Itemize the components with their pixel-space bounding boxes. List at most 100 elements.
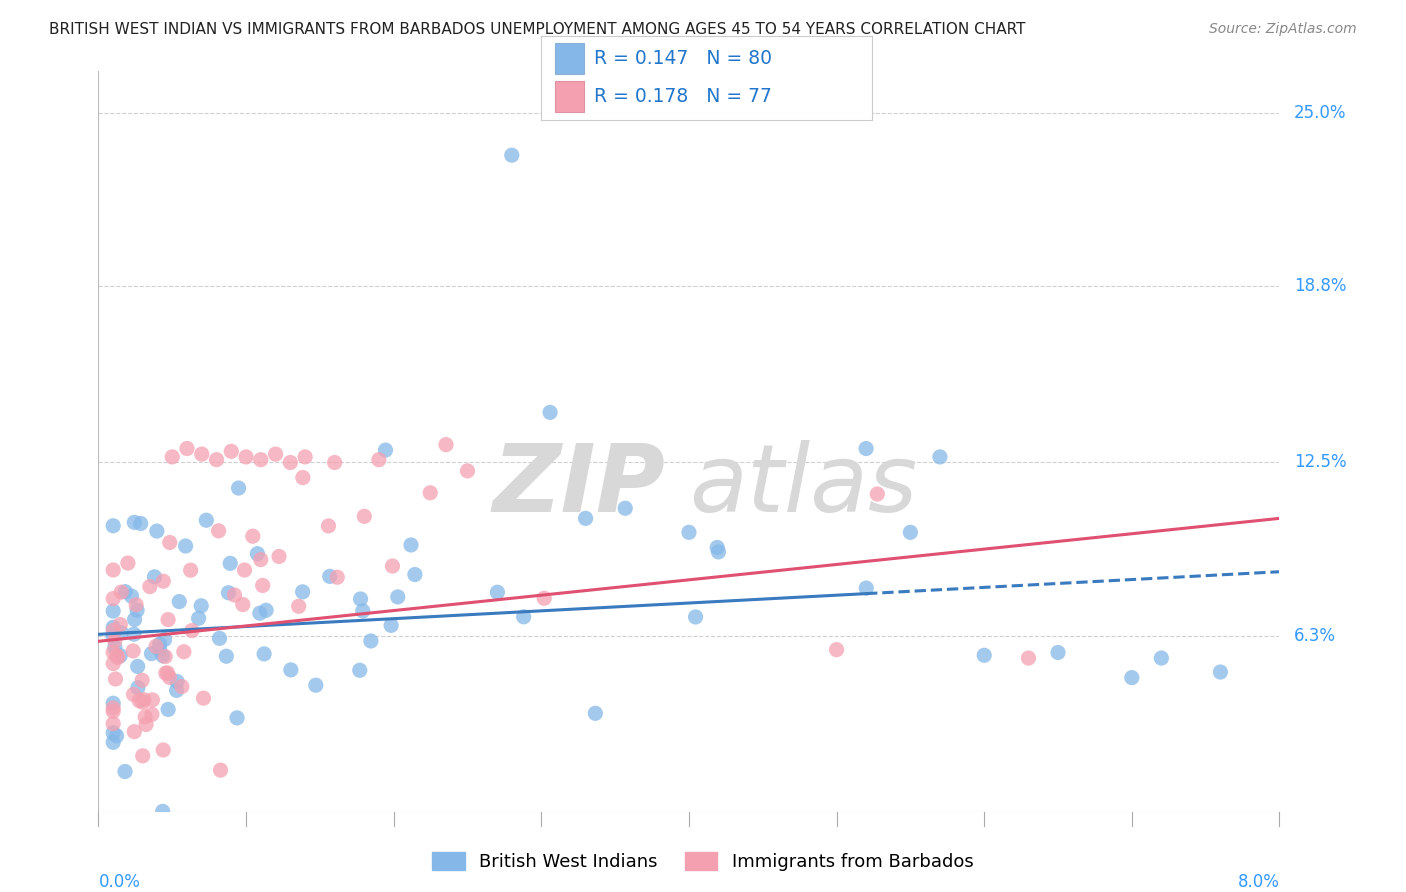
Point — [217, 585, 239, 599]
Point — [124, 724, 146, 739]
Text: Source: ZipAtlas.com: Source: ZipAtlas.com — [1209, 22, 1357, 37]
Point — [131, 673, 153, 688]
Point — [122, 644, 145, 658]
Point — [207, 524, 229, 538]
Point — [114, 584, 136, 599]
Point — [141, 693, 163, 707]
Point — [157, 702, 180, 716]
Point — [291, 584, 314, 599]
Point — [110, 585, 132, 599]
Point — [170, 680, 193, 694]
Point — [512, 609, 534, 624]
Point — [368, 452, 391, 467]
Point — [124, 516, 146, 530]
Point — [538, 405, 561, 419]
Text: 8.0%: 8.0% — [1237, 873, 1279, 891]
Point — [486, 585, 509, 599]
Point — [280, 455, 302, 469]
Point — [855, 581, 877, 595]
Point — [360, 634, 382, 648]
Point — [900, 525, 922, 540]
Point — [706, 541, 728, 555]
Point — [264, 447, 287, 461]
Point — [125, 598, 148, 612]
Point — [152, 743, 174, 757]
Point — [249, 552, 271, 566]
Point — [253, 647, 276, 661]
Point — [209, 763, 232, 777]
Point — [614, 501, 637, 516]
Point — [173, 645, 195, 659]
Text: 18.8%: 18.8% — [1295, 277, 1347, 295]
Bar — [554, 44, 585, 74]
Point — [228, 481, 250, 495]
Point — [501, 148, 523, 162]
Point — [152, 574, 174, 589]
Point — [326, 570, 349, 584]
Point — [280, 663, 302, 677]
Point — [159, 535, 181, 549]
Point — [250, 452, 273, 467]
Point — [187, 611, 209, 625]
Point — [291, 470, 314, 484]
Point — [110, 648, 132, 663]
Point — [166, 674, 188, 689]
Point — [167, 594, 190, 608]
Point — [103, 591, 125, 606]
Point — [159, 670, 181, 684]
Point — [103, 604, 125, 618]
Text: 0.0%: 0.0% — [98, 873, 141, 891]
Point — [110, 617, 132, 632]
Point — [104, 634, 127, 648]
Point — [224, 588, 246, 602]
Point — [191, 447, 214, 461]
Text: 6.3%: 6.3% — [1295, 627, 1336, 645]
Point — [145, 640, 167, 654]
Point — [205, 452, 228, 467]
Point — [685, 610, 707, 624]
Point — [103, 645, 125, 659]
Point — [855, 442, 877, 456]
Point — [176, 442, 198, 456]
Point — [1046, 645, 1070, 659]
Point — [866, 487, 889, 501]
Point — [103, 657, 125, 671]
Point — [929, 450, 952, 464]
Point — [973, 648, 995, 663]
Point — [132, 748, 155, 763]
Point — [195, 513, 218, 527]
Point — [707, 545, 730, 559]
Point — [254, 603, 277, 617]
Point — [1209, 665, 1232, 679]
Point — [825, 642, 848, 657]
Point — [122, 627, 145, 641]
Text: ZIP: ZIP — [492, 440, 665, 532]
Point — [148, 642, 170, 657]
Point — [399, 538, 422, 552]
Point — [242, 529, 264, 543]
Point — [122, 687, 145, 701]
Text: BRITISH WEST INDIAN VS IMMIGRANTS FROM BARBADOS UNEMPLOYMENT AMONG AGES 45 TO 54: BRITISH WEST INDIAN VS IMMIGRANTS FROM B… — [49, 22, 1026, 37]
Point — [128, 694, 150, 708]
Point — [153, 632, 176, 647]
Point — [162, 450, 183, 464]
Point — [103, 726, 125, 740]
Point — [103, 735, 125, 749]
Text: 12.5%: 12.5% — [1295, 453, 1347, 472]
Point — [153, 649, 176, 664]
Point — [318, 519, 340, 533]
Point — [149, 637, 172, 651]
Point — [131, 695, 153, 709]
Point — [135, 717, 157, 731]
Point — [117, 556, 139, 570]
Point — [215, 649, 238, 664]
Point — [387, 590, 409, 604]
Point — [103, 704, 125, 718]
Point — [104, 672, 127, 686]
Point — [143, 570, 166, 584]
Point — [157, 613, 180, 627]
Text: 25.0%: 25.0% — [1295, 104, 1347, 122]
Point — [678, 525, 700, 540]
Point — [235, 450, 257, 464]
Point — [457, 464, 479, 478]
